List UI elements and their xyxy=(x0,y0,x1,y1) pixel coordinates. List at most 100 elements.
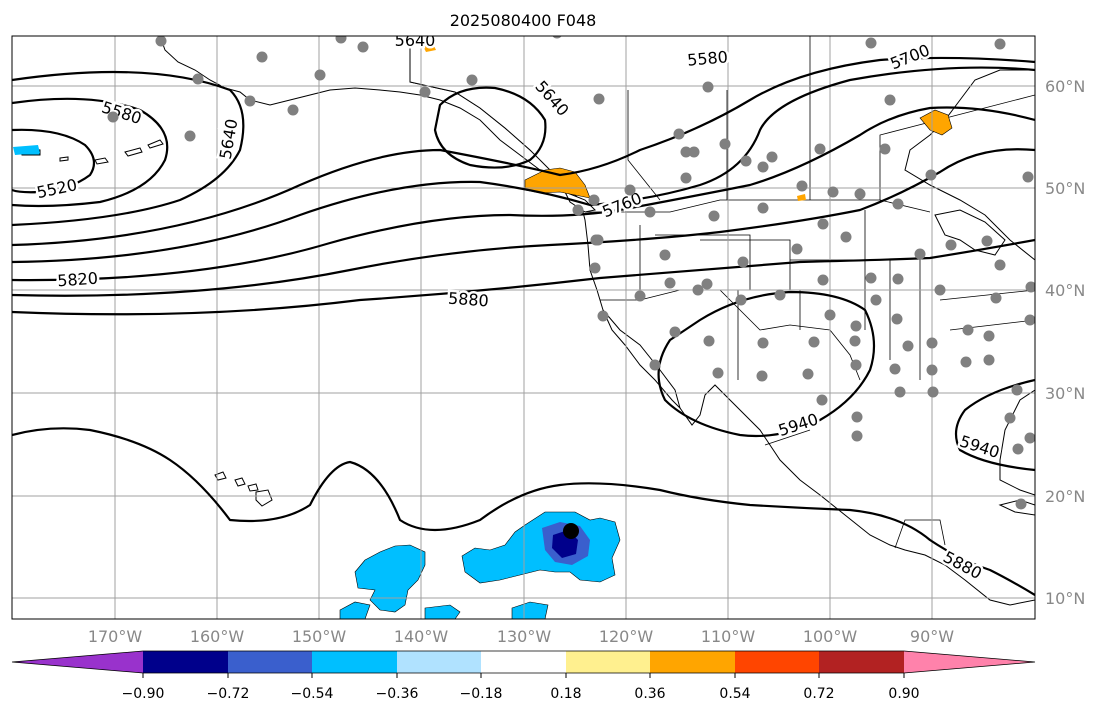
station-marker xyxy=(925,169,937,181)
contour-5940-ridge xyxy=(657,290,876,438)
station-marker xyxy=(960,356,972,368)
lon-label: 140°W xyxy=(394,627,449,646)
colorbar xyxy=(11,650,1036,678)
colorbar-swatch xyxy=(312,651,397,673)
station-marker xyxy=(589,262,601,274)
lat-label: 40°N xyxy=(1045,281,1085,300)
station-marker xyxy=(688,146,700,158)
station-marker xyxy=(669,326,681,338)
station-marker xyxy=(983,330,995,342)
station-marker xyxy=(808,336,820,348)
contour-5760 xyxy=(12,106,1035,282)
storm-center-marker xyxy=(563,523,579,539)
station-marker xyxy=(702,81,714,93)
station-marker xyxy=(816,394,828,406)
contour-5580-low xyxy=(12,97,169,208)
contour-5880 xyxy=(12,238,1035,316)
station-marker xyxy=(184,130,196,142)
lon-label: 150°W xyxy=(292,627,347,646)
station-marker xyxy=(990,292,1002,304)
station-marker xyxy=(466,74,478,86)
station-marker xyxy=(712,367,724,379)
station-marker xyxy=(927,386,939,398)
colorbar-tick-label: 0.18 xyxy=(550,686,581,702)
observation-stations xyxy=(107,36,1035,510)
station-marker xyxy=(740,155,752,167)
colorbar-tick-label: −0.72 xyxy=(207,686,250,702)
station-marker xyxy=(735,294,747,306)
station-marker xyxy=(256,51,268,63)
colorbar-swatch xyxy=(397,651,481,673)
colorbar-tick-label: 0.54 xyxy=(719,686,750,702)
contour-5520-low xyxy=(12,128,96,194)
station-marker xyxy=(891,313,903,325)
colorbar-swatch xyxy=(904,651,1035,673)
station-marker xyxy=(849,335,861,347)
station-marker xyxy=(680,146,692,158)
colorbar-swatch xyxy=(12,651,143,673)
station-marker xyxy=(892,273,904,285)
station-marker xyxy=(802,368,814,380)
station-marker xyxy=(597,310,609,322)
lon-label: 100°W xyxy=(803,627,858,646)
station-marker xyxy=(894,386,906,398)
station-marker xyxy=(192,73,204,85)
station-marker xyxy=(659,249,671,261)
contour-label: 5580 xyxy=(686,47,728,69)
station-marker xyxy=(692,284,704,296)
contour-5700 xyxy=(12,66,1035,264)
anomaly-fields xyxy=(13,42,953,619)
station-marker xyxy=(902,340,914,352)
contour-5880-south xyxy=(12,427,1035,596)
station-marker xyxy=(884,94,896,106)
negative-anomaly-aleutian xyxy=(13,145,40,155)
station-marker xyxy=(419,86,431,98)
station-marker xyxy=(624,184,636,196)
colorbar-tick-labels: −0.90 −0.72 −0.54 −0.36 −0.18 0.18 0.36 … xyxy=(122,686,920,702)
station-marker xyxy=(1004,412,1016,424)
station-marker xyxy=(335,36,347,44)
map-frame xyxy=(11,35,1036,620)
station-marker xyxy=(889,363,901,375)
colorbar-tick-label: 0.90 xyxy=(888,686,919,702)
contour-label: 5640 xyxy=(395,31,436,50)
station-marker xyxy=(757,202,769,214)
negative-anomaly-sw xyxy=(339,601,371,619)
lat-label: 50°N xyxy=(1045,179,1085,198)
station-marker xyxy=(680,172,692,184)
station-marker xyxy=(701,278,713,290)
station-marker xyxy=(824,309,836,321)
baja-california xyxy=(602,309,681,410)
station-marker xyxy=(945,239,957,251)
colorbar-swatch xyxy=(481,651,566,673)
contour-label: 5820 xyxy=(57,269,99,291)
station-marker xyxy=(757,161,769,173)
graticule xyxy=(12,36,1035,619)
station-marker xyxy=(664,277,676,289)
colorbar-tick-label: −0.90 xyxy=(122,686,165,702)
station-marker xyxy=(892,198,904,210)
station-marker xyxy=(756,370,768,382)
station-marker xyxy=(983,354,995,366)
station-marker xyxy=(850,359,862,371)
contour-5640-left xyxy=(12,70,245,227)
station-marker xyxy=(840,231,852,243)
colorbar-swatch xyxy=(735,651,819,673)
negative-anomaly-south xyxy=(424,604,461,619)
contour-5580-gulf-low xyxy=(433,86,547,169)
colorbar-swatch xyxy=(228,651,312,673)
station-marker xyxy=(791,243,803,255)
lat-label: 20°N xyxy=(1045,487,1085,506)
station-marker xyxy=(774,289,786,301)
lon-label: 110°W xyxy=(701,627,756,646)
station-marker xyxy=(703,335,715,347)
positive-anomaly-tiny xyxy=(797,194,806,201)
station-marker xyxy=(588,194,600,206)
hawaiian-islands xyxy=(214,471,273,507)
station-marker xyxy=(719,138,731,150)
latitude-labels: 60°N 50°N 40°N 30°N 20°N 10°N xyxy=(1045,77,1085,608)
negative-anomaly-south-2 xyxy=(511,601,549,619)
positive-anomaly-small xyxy=(422,42,436,52)
station-marker xyxy=(155,36,167,47)
